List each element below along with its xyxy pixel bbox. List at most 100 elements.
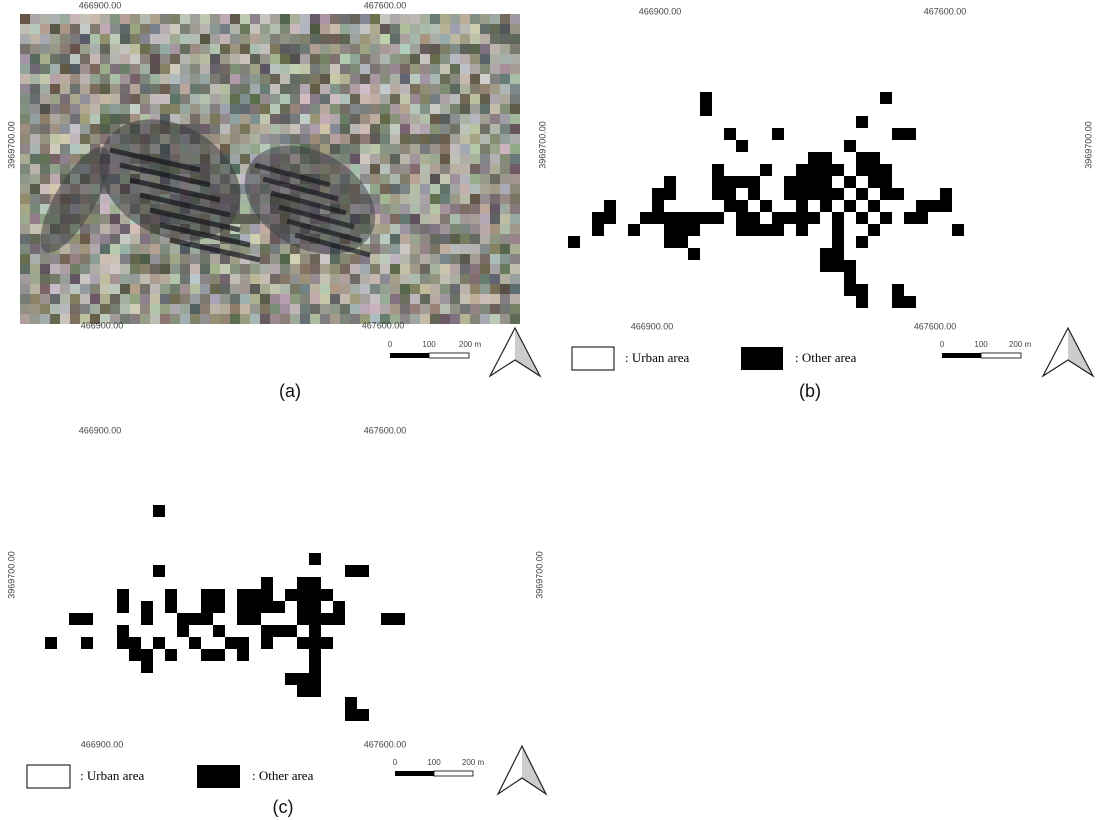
image-pixel bbox=[90, 274, 100, 284]
legend-label: : Other area bbox=[252, 768, 314, 783]
image-pixel bbox=[100, 214, 110, 224]
image-pixel bbox=[80, 124, 90, 134]
image-pixel bbox=[320, 314, 330, 324]
image-pixel bbox=[360, 64, 370, 74]
image-pixel bbox=[80, 234, 90, 244]
image-pixel bbox=[30, 44, 40, 54]
image-pixel bbox=[330, 94, 340, 104]
image-pixel bbox=[470, 94, 480, 104]
image-pixel bbox=[370, 164, 380, 174]
image-pixel bbox=[60, 24, 70, 34]
image-pixel bbox=[70, 104, 80, 114]
image-pixel bbox=[270, 14, 280, 24]
image-pixel bbox=[200, 34, 210, 44]
image-pixel bbox=[160, 54, 170, 64]
caption: (b) bbox=[799, 381, 821, 401]
image-pixel bbox=[390, 84, 400, 94]
image-pixel bbox=[430, 244, 440, 254]
pixel bbox=[165, 601, 177, 613]
image-pixel bbox=[450, 134, 460, 144]
image-pixel bbox=[480, 144, 490, 154]
image-pixel bbox=[150, 94, 160, 104]
pixel bbox=[808, 164, 820, 176]
image-pixel bbox=[270, 124, 280, 134]
image-pixel bbox=[180, 14, 190, 24]
image-pixel bbox=[80, 74, 90, 84]
image-pixel bbox=[300, 24, 310, 34]
image-pixel bbox=[370, 54, 380, 64]
image-pixel bbox=[70, 274, 80, 284]
image-pixel bbox=[280, 134, 290, 144]
image-pixel bbox=[310, 64, 320, 74]
image-pixel bbox=[110, 274, 120, 284]
image-pixel bbox=[440, 124, 450, 134]
image-pixel bbox=[270, 54, 280, 64]
image-pixel bbox=[190, 14, 200, 24]
image-pixel bbox=[190, 274, 200, 284]
image-pixel bbox=[20, 244, 30, 254]
image-pixel bbox=[50, 284, 60, 294]
image-pixel bbox=[510, 44, 520, 54]
image-pixel bbox=[470, 14, 480, 24]
image-pixel bbox=[80, 144, 90, 154]
image-pixel bbox=[280, 274, 290, 284]
image-pixel bbox=[430, 64, 440, 74]
image-pixel bbox=[500, 314, 510, 324]
image-pixel bbox=[120, 54, 130, 64]
image-pixel bbox=[160, 44, 170, 54]
image-pixel bbox=[490, 194, 500, 204]
image-pixel bbox=[220, 64, 230, 74]
image-pixel bbox=[280, 104, 290, 114]
image-pixel bbox=[120, 224, 130, 234]
image-pixel bbox=[70, 124, 80, 134]
image-pixel bbox=[60, 14, 70, 24]
pixel bbox=[940, 188, 952, 200]
pixel bbox=[712, 176, 724, 188]
image-pixel bbox=[230, 284, 240, 294]
image-pixel bbox=[200, 274, 210, 284]
pixel bbox=[309, 661, 321, 673]
image-pixel bbox=[450, 294, 460, 304]
image-pixel bbox=[20, 114, 30, 124]
scale-bar bbox=[981, 353, 1021, 358]
image-pixel bbox=[400, 234, 410, 244]
image-pixel bbox=[420, 134, 430, 144]
image-pixel bbox=[210, 254, 220, 264]
image-pixel bbox=[120, 294, 130, 304]
image-pixel bbox=[230, 114, 240, 124]
image-pixel bbox=[490, 114, 500, 124]
image-pixel bbox=[420, 114, 430, 124]
image-pixel bbox=[290, 254, 300, 264]
image-pixel bbox=[220, 134, 230, 144]
image-pixel bbox=[460, 84, 470, 94]
image-pixel bbox=[70, 134, 80, 144]
image-pixel bbox=[250, 274, 260, 284]
image-pixel bbox=[220, 294, 230, 304]
pixel bbox=[856, 152, 868, 164]
coord-label: 467600.00 bbox=[924, 6, 967, 16]
image-pixel bbox=[150, 104, 160, 114]
image-pixel bbox=[420, 144, 430, 154]
image-pixel bbox=[250, 304, 260, 314]
image-pixel bbox=[210, 114, 220, 124]
image-pixel bbox=[500, 54, 510, 64]
image-pixel bbox=[340, 284, 350, 294]
image-pixel bbox=[270, 274, 280, 284]
pixel bbox=[736, 224, 748, 236]
scale-bar bbox=[942, 353, 981, 358]
image-pixel bbox=[60, 94, 70, 104]
image-pixel bbox=[340, 84, 350, 94]
image-pixel bbox=[150, 84, 160, 94]
image-pixel bbox=[300, 294, 310, 304]
image-pixel bbox=[430, 104, 440, 114]
image-pixel bbox=[260, 74, 270, 84]
image-pixel bbox=[340, 114, 350, 124]
pixel bbox=[237, 613, 249, 625]
image-pixel bbox=[410, 114, 420, 124]
image-pixel bbox=[70, 54, 80, 64]
image-pixel bbox=[100, 64, 110, 74]
legend-swatch bbox=[572, 347, 614, 370]
image-pixel bbox=[40, 274, 50, 284]
image-pixel bbox=[100, 54, 110, 64]
image-pixel bbox=[440, 74, 450, 84]
